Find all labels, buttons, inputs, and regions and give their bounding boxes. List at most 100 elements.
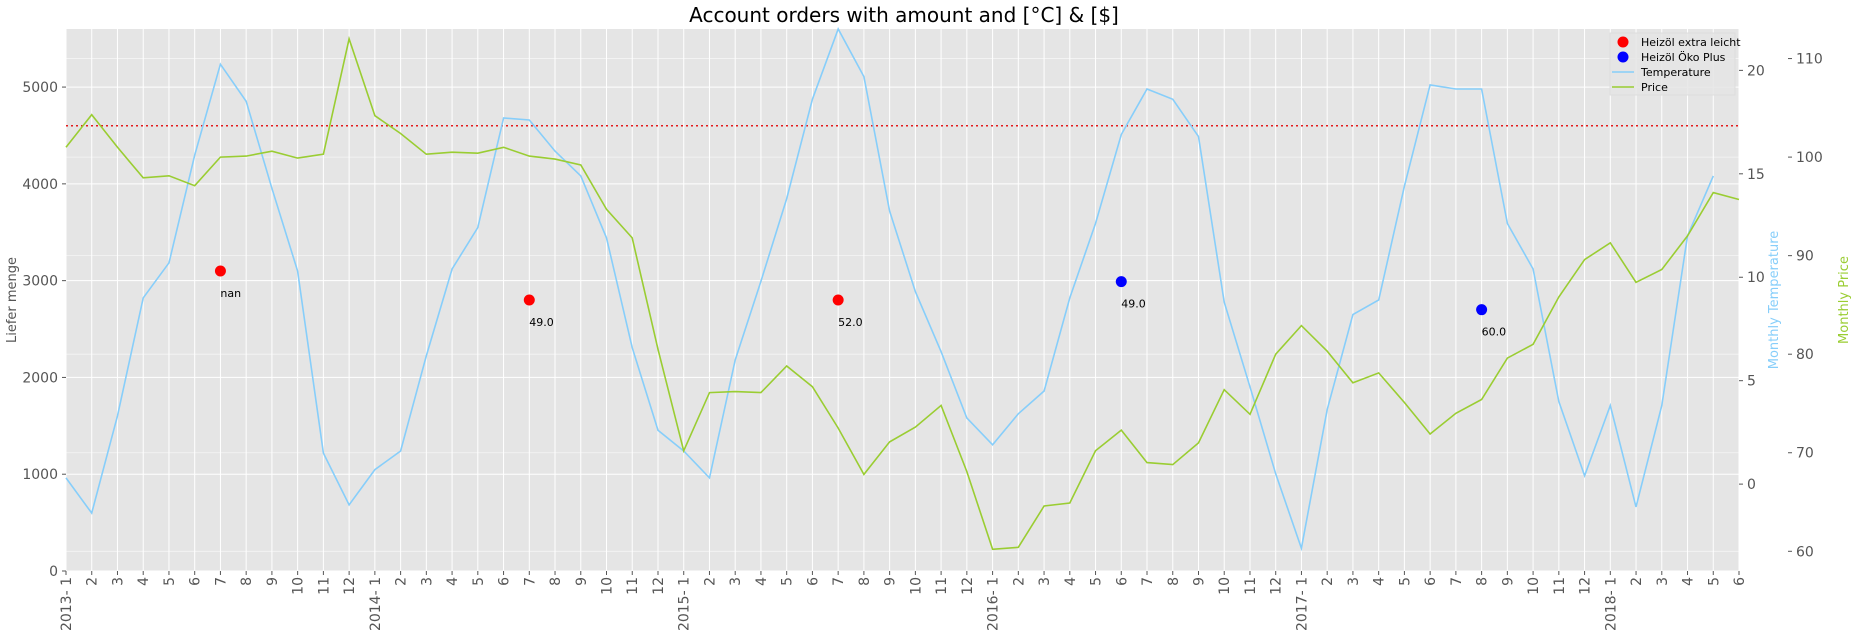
x-tick-label: 7 [522,577,538,586]
x-tick-label: 3 [1346,577,1362,586]
x-tick-label: 2 [1629,577,1645,586]
x-tick-label: 2017- 1 [1294,577,1310,631]
x-tick-label: 2015- 1 [677,577,693,631]
legend-marker [1617,51,1629,63]
x-tick-label: 12 [342,577,358,595]
x-tick-label: 10 [1526,577,1542,595]
y-price-tick-label: 70 [1796,446,1814,462]
order-label: 49.0 [1121,298,1146,311]
x-tick-label: 2 [1011,577,1027,586]
x-tick-label: 8 [1475,577,1491,586]
orders-layer: nan 49.0 52.0 49.0 60.0 [214,265,1507,339]
x-tick-label: 6 [497,577,513,586]
y-temp-tick-label: 5 [1747,374,1756,390]
x-tick-label: 4 [1063,577,1079,586]
y-temp-tick-label: 10 [1747,270,1765,286]
x-tick-label: 8 [1166,577,1182,586]
order-point [1115,276,1127,288]
x-tick-label: 10 [600,577,616,595]
x-tick-label: 4 [136,577,152,586]
plot-background [66,29,1739,571]
x-tick-label: 5 [1089,577,1105,586]
x-tick-label: 4 [754,577,770,586]
order-label: 52.0 [838,316,863,329]
x-tick-label: 12 [1578,577,1594,595]
x-tick-label: 3 [728,577,744,586]
x-tick-label: 4 [1681,577,1697,586]
y-axis-left: 0 1000 2000 3000 4000 5000 [22,80,66,580]
x-tick-label: 5 [780,577,796,586]
x-tick-label: 12 [651,577,667,595]
x-tick-label: 5 [162,577,178,586]
x-tick-label: 6 [1732,577,1748,586]
chart-title: Account orders with amount and [°C] & [$… [689,3,1119,27]
x-tick-label: 10 [908,577,924,595]
temperature-line [65,27,1715,552]
x-tick-label: 11 [934,577,950,595]
legend-label: Temperature [1640,66,1711,79]
x-tick-label: 5 [1706,577,1722,586]
x-tick-label: 6 [188,577,204,586]
x-tick-label: 7 [1140,577,1156,586]
x-tick-label: 7 [213,577,229,586]
x-tick-label: 12 [960,577,976,595]
x-tick-label: 6 [805,577,821,586]
x-tick-label: 4 [445,577,461,586]
order-label: nan [220,287,241,300]
y-temp-tick-label: 0 [1747,477,1756,493]
x-tick-label: 2 [85,577,101,586]
y-left-tick-label: 1000 [22,467,58,483]
x-tick-label: 3 [110,577,126,586]
temperature-layer [65,27,1715,552]
y-price-tick-label: 90 [1796,249,1814,265]
x-tick-label: 8 [857,577,873,586]
y-axis-temperature-label: Monthly Temperature [1767,231,1782,370]
order-label: 49.0 [529,316,554,329]
x-tick-label: 7 [1449,577,1465,586]
y-axis-price-label: Monthly Price [1837,256,1852,344]
y-price-tick-label: 100 [1796,150,1823,166]
x-tick-label: 9 [574,577,590,586]
legend-marker [1617,36,1629,48]
x-tick-label: 3 [1655,577,1671,586]
y-temp-tick-label: 20 [1747,63,1765,79]
x-tick-label: 10 [291,577,307,595]
grid [65,29,1740,572]
y-axis-temperature: 0 5 10 15 20 [1739,63,1765,493]
y-left-tick-label: 3000 [22,274,58,290]
y-price-tick-label: 80 [1796,347,1814,363]
x-tick-label: 12 [1269,577,1285,595]
price-line [65,35,1740,551]
x-tick-label: 6 [1114,577,1130,586]
order-point [832,294,844,306]
price-layer [65,35,1740,551]
order-point [214,265,226,277]
y-temp-tick-label: 15 [1747,167,1765,183]
y-left-tick-label: 5000 [22,80,58,96]
y-price-tick-label: 60 [1796,544,1814,560]
x-tick-label: 10 [1217,577,1233,595]
x-tick-label: 8 [548,577,564,586]
legend-label: Price [1641,81,1668,94]
x-tick-label: 9 [883,577,899,586]
legend-box [1609,32,1736,96]
x-tick-label: 2018- 1 [1603,577,1619,631]
y-price-tick-label: 110 [1796,52,1823,68]
x-tick-label: 2 [702,577,718,586]
y-left-tick-label: 2000 [22,370,58,386]
x-tick-label: 2013- 1 [59,577,75,631]
order-point [523,294,535,306]
x-tick-label: 5 [471,577,487,586]
x-tick-label: 9 [1500,577,1516,586]
x-tick-label: 11 [1243,577,1259,595]
x-tick-label: 8 [239,577,255,586]
x-tick-label: 3 [1037,577,1053,586]
y-axis-price: 60 70 80 90 100 110 [1788,52,1823,560]
legend: Heizöl extra leicht Heizöl Öko Plus Temper… [1609,32,1741,96]
y-left-tick-label: 0 [49,564,58,580]
x-tick-label: 3 [419,577,435,586]
order-label: 60.0 [1482,326,1507,339]
x-tick-label: 2016- 1 [986,577,1002,631]
x-tick-label: 11 [1552,577,1568,595]
